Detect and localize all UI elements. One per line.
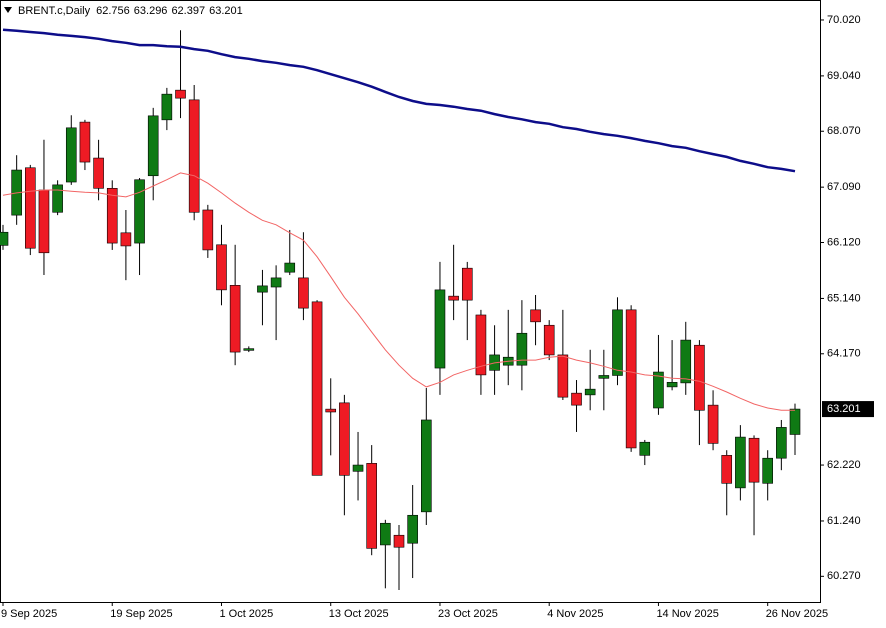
candle-body	[571, 392, 582, 406]
candle-body	[52, 184, 63, 213]
candle-body	[79, 121, 91, 163]
candle-body	[557, 354, 569, 398]
candle-body	[120, 232, 132, 247]
candle-body	[721, 455, 733, 484]
candle-body	[366, 463, 377, 549]
candle-body	[612, 309, 623, 376]
y-tick-label: 64.170	[827, 348, 861, 360]
candle-body	[639, 441, 651, 456]
x-tick-label: 4 Nov 2025	[547, 608, 603, 620]
candle-body	[434, 289, 446, 369]
chart-header: BRENT.c,Daily 62.756 63.296 62.397 63.201	[18, 5, 243, 17]
candle-body	[202, 209, 214, 251]
candle-body	[789, 408, 801, 435]
symbol: BRENT.c,Daily	[18, 5, 91, 17]
candle-body	[543, 324, 555, 356]
x-tick-label: 14 Nov 2025	[656, 608, 718, 620]
candle-body	[625, 309, 637, 449]
y-tick-label: 61.240	[827, 515, 861, 527]
x-tick-label: 9 Sep 2025	[1, 608, 57, 620]
candle-body	[311, 301, 323, 476]
candle-body	[653, 371, 664, 409]
y-tick-label: 62.220	[827, 459, 861, 471]
candle-body	[147, 115, 159, 177]
candle-body	[707, 404, 719, 444]
candle-body	[93, 157, 104, 189]
candle-body	[735, 436, 746, 489]
candle-body	[448, 295, 459, 301]
candle-body	[748, 437, 760, 483]
candle-body	[530, 309, 541, 323]
y-tick-label: 60.270	[827, 570, 861, 582]
candle-body	[134, 179, 145, 244]
candle-body	[0, 231, 9, 246]
candle-body	[298, 277, 309, 309]
candle-body	[65, 127, 77, 183]
candle-body	[229, 285, 241, 353]
candle-body	[38, 189, 50, 254]
candle-body	[216, 244, 227, 291]
candle-body	[598, 375, 610, 379]
plot-frame	[0, 0, 821, 603]
candle-body	[407, 514, 418, 544]
current-price: 63.201	[827, 403, 861, 415]
candle-body	[584, 388, 596, 396]
candle-body	[270, 277, 282, 288]
y-tick-label: 67.090	[827, 181, 861, 193]
candle-body	[161, 93, 173, 121]
candle-body	[380, 522, 391, 546]
candle-body	[325, 408, 337, 413]
candle-body	[243, 348, 255, 351]
candle-body	[339, 402, 350, 476]
candle-body	[25, 167, 36, 249]
candle-body	[516, 332, 528, 366]
x-tick-label: 1 Oct 2025	[219, 608, 273, 620]
y-tick-label: 68.070	[827, 125, 861, 137]
candle-body	[188, 99, 200, 213]
candle-body	[352, 464, 364, 472]
header-close: 63.201	[209, 5, 243, 17]
candle-body	[461, 267, 473, 301]
candle-body	[421, 419, 432, 513]
candle-body	[776, 427, 787, 459]
header-high: 63.296	[134, 5, 168, 17]
candle-body	[694, 344, 705, 411]
candle-body	[106, 188, 118, 244]
header-low: 62.397	[171, 5, 205, 17]
x-tick-label: 13 Oct 2025	[329, 608, 389, 620]
moving-average	[2, 172, 795, 411]
candle-body	[393, 534, 405, 548]
price-tag	[822, 401, 874, 418]
moving-average	[2, 28, 796, 173]
x-tick-label: 23 Oct 2025	[438, 608, 498, 620]
y-tick-label: 66.120	[827, 236, 861, 248]
candle-body	[175, 89, 186, 99]
x-tick-label: 19 Sep 2025	[110, 608, 172, 620]
candle-body	[680, 339, 692, 384]
candle-body	[762, 457, 773, 484]
y-tick-label: 65.140	[827, 292, 861, 304]
y-tick-label: 70.020	[827, 14, 861, 26]
collapse-arrow[interactable]	[4, 7, 12, 13]
candle-body	[284, 262, 296, 273]
candle-body	[666, 382, 678, 388]
x-tick-label: 26 Nov 2025	[766, 608, 828, 620]
header-open: 62.756	[96, 5, 130, 17]
candle-body	[475, 314, 487, 376]
y-tick-label: 69.040	[827, 70, 861, 82]
candle-body	[257, 285, 268, 293]
